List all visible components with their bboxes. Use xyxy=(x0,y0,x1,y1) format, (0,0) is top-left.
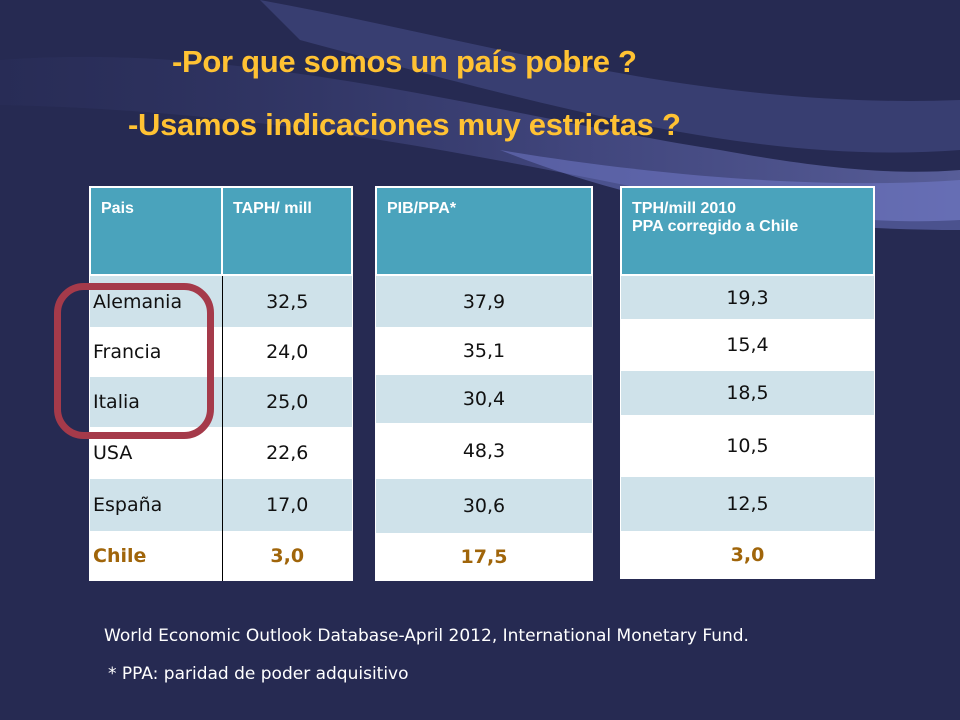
table-pib-ppa: PIB/PPA* 37,9 35,1 30,4 48,3 30,6 17,5 xyxy=(375,186,593,581)
value-cell-chile: 3,0 xyxy=(621,531,874,579)
country-cell: España xyxy=(90,479,222,531)
value-cell: 24,0 xyxy=(221,327,352,377)
header-tph-2010: TPH/mill 2010 PPA corregido a Chile xyxy=(620,186,875,276)
header-taph: TAPH/ mill xyxy=(221,186,353,276)
ppa-footnote: * PPA: paridad de poder adquisitivo xyxy=(108,664,409,684)
value-cell: 48,3 xyxy=(376,423,592,479)
table-tph-2010: TPH/mill 2010 PPA corregido a Chile 19,3… xyxy=(620,186,875,579)
value-cell: 17,0 xyxy=(221,479,352,531)
value-cell-chile: 17,5 xyxy=(376,533,592,581)
header-line-1: TPH/mill 2010 xyxy=(632,200,737,217)
value-cell: 18,5 xyxy=(621,371,874,415)
header-line-2: PPA corregido a Chile xyxy=(632,218,799,235)
value-cell: 37,9 xyxy=(376,275,592,327)
value-cell: 12,5 xyxy=(621,477,874,531)
country-cell-chile: Chile xyxy=(90,531,222,581)
table-taph: Pais TAPH/ mill Alemania 32,5 Francia 24… xyxy=(89,186,353,581)
highlight-circle xyxy=(54,283,214,439)
value-cell: 32,5 xyxy=(221,275,352,327)
header-pib-ppa: PIB/PPA* xyxy=(375,186,593,276)
value-cell: 22,6 xyxy=(221,427,352,479)
value-cell: 35,1 xyxy=(376,327,592,375)
value-cell: 25,0 xyxy=(221,377,352,427)
value-cell: 19,3 xyxy=(621,275,874,319)
country-cell: Francia xyxy=(90,327,222,377)
header-pais: Pais xyxy=(89,186,223,276)
value-cell: 10,5 xyxy=(621,415,874,477)
value-cell-chile: 3,0 xyxy=(221,531,352,581)
title-line-1: -Por que somos un país pobre ? xyxy=(172,44,637,79)
value-cell: 15,4 xyxy=(621,319,874,371)
value-cell: 30,4 xyxy=(376,375,592,423)
source-note: World Economic Outlook Database-April 20… xyxy=(104,626,749,646)
value-cell: 30,6 xyxy=(376,479,592,533)
title-line-2: -Usamos indicaciones muy estrictas ? xyxy=(128,107,681,142)
